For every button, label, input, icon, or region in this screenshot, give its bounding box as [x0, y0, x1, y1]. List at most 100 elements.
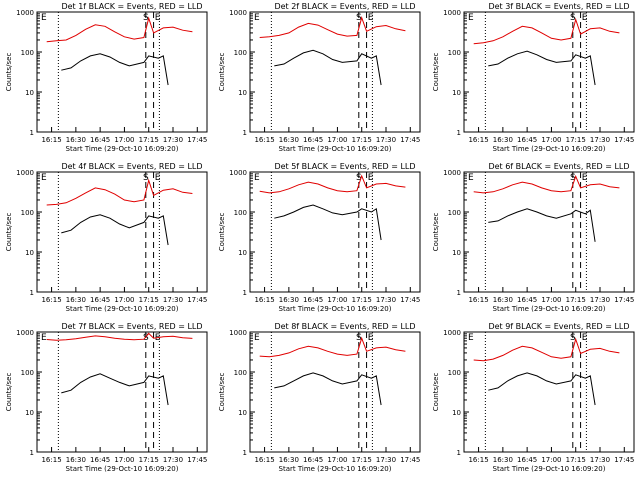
series-line-events [61, 214, 169, 246]
y-tick-label: 100 [21, 369, 34, 377]
x-tick-label: 17:15 [352, 456, 372, 464]
y-tick-label: 10 [238, 409, 247, 417]
series-line-lld [259, 336, 406, 358]
chart-title: Det 2f BLACK = Events, RED = LLD [274, 2, 415, 11]
x-tick-label: 16:30 [66, 456, 86, 464]
marker-e-label: E [582, 173, 588, 183]
y-tick-label: 10 [452, 249, 461, 257]
x-tick-label: 17:30 [590, 136, 610, 144]
chart-panel-7: Det 7f BLACK = Events, RED = LLD 1 10 100 10… [5, 322, 208, 473]
x-tick-label: 17:15 [352, 136, 372, 144]
plot-frame [463, 171, 635, 293]
x-axis-label: Start Time (29-Oct-10 16:09:20) [493, 145, 606, 153]
corner-e-label: E [468, 173, 474, 183]
y-tick-label: 1000 [16, 329, 34, 337]
y-tick-label: 100 [448, 369, 461, 377]
series-line-events [61, 373, 169, 406]
x-axis-label: Start Time (29-Oct-10 16:09:20) [279, 465, 392, 473]
x-tick-label: 17:45 [187, 136, 207, 144]
chart-title: Det 8f BLACK = Events, RED = LLD [274, 322, 415, 331]
y-axis-label: Counts/sec [218, 53, 226, 92]
x-tick-label: 17:30 [376, 136, 396, 144]
chart-panel-9: Det 9f BLACK = Events, RED = LLD 1 10 100 10… [432, 322, 635, 473]
x-tick-label: 16:15 [468, 136, 488, 144]
y-tick-label: 10 [238, 249, 247, 257]
x-tick-label: 17:30 [590, 456, 610, 464]
chart-title: Det 6f BLACK = Events, RED = LLD [488, 162, 629, 171]
x-axis-label: Start Time (29-Oct-10 16:09:20) [493, 465, 606, 473]
x-tick-label: 17:00 [327, 456, 347, 464]
x-tick-label: 17:00 [327, 296, 347, 304]
x-tick-label: 17:45 [187, 456, 207, 464]
y-axis-label: Counts/sec [218, 213, 226, 252]
x-tick-label: 16:30 [493, 296, 513, 304]
x-axis-label: Start Time (29-Oct-10 16:09:20) [66, 305, 179, 313]
x-tick-label: 17:30 [590, 296, 610, 304]
plot-frame [249, 11, 421, 133]
x-tick-label: 17:00 [327, 136, 347, 144]
y-axis-label: Counts/sec [218, 373, 226, 412]
x-tick-label: 16:45 [517, 456, 537, 464]
x-tick-label: 16:15 [254, 136, 274, 144]
plot-frame [36, 331, 208, 453]
x-tick-label: 16:30 [279, 136, 299, 144]
x-tick-label: 16:30 [66, 136, 86, 144]
y-tick-label: 1 [457, 449, 461, 457]
x-tick-label: 16:45 [303, 296, 323, 304]
x-tick-label: 17:15 [352, 296, 372, 304]
series-line-lld [46, 16, 193, 43]
series-line-lld [46, 178, 193, 206]
x-tick-label: 17:00 [114, 456, 134, 464]
marker-s-label: S [356, 13, 362, 23]
x-tick-label: 16:30 [66, 296, 86, 304]
y-tick-label: 10 [452, 89, 461, 97]
chart-panel-4: Det 4f BLACK = Events, RED = LLD 1 10 100 10… [5, 162, 208, 313]
y-tick-label: 10 [452, 409, 461, 417]
marker-e-label: E [582, 333, 588, 343]
x-tick-label: 16:15 [254, 296, 274, 304]
y-tick-label: 100 [234, 209, 247, 217]
x-tick-label: 17:00 [541, 136, 561, 144]
y-tick-label: 100 [234, 369, 247, 377]
y-axis-label: Counts/sec [432, 53, 440, 92]
chart-panel-6: Det 6f BLACK = Events, RED = LLD 1 10 100 10… [432, 162, 635, 313]
corner-e-label: E [41, 13, 47, 23]
y-axis-label: Counts/sec [5, 53, 13, 92]
chart-title: Det 7f BLACK = Events, RED = LLD [61, 322, 202, 331]
x-tick-label: 16:30 [279, 456, 299, 464]
corner-e-label: E [41, 333, 47, 343]
y-tick-label: 1000 [229, 169, 247, 177]
x-tick-label: 16:15 [41, 136, 61, 144]
series-line-events [488, 208, 596, 242]
x-tick-label: 17:30 [163, 456, 183, 464]
y-tick-label: 1 [457, 129, 461, 137]
x-tick-label: 16:15 [468, 456, 488, 464]
marker-e-label: E [368, 13, 374, 23]
y-axis-label: Counts/sec [432, 213, 440, 252]
y-tick-label: 1000 [16, 9, 34, 17]
plot-frame [36, 171, 208, 293]
x-tick-label: 17:45 [400, 296, 420, 304]
x-tick-label: 16:45 [303, 456, 323, 464]
x-tick-label: 17:00 [114, 136, 134, 144]
marker-s-label: S [143, 173, 149, 183]
marker-s-label: S [143, 333, 149, 343]
y-tick-label: 100 [448, 49, 461, 57]
corner-e-label: E [468, 333, 474, 343]
series-line-events [274, 204, 382, 241]
x-tick-label: 17:30 [163, 296, 183, 304]
plot-frame [463, 11, 635, 133]
y-tick-label: 10 [25, 409, 34, 417]
series-line-lld [259, 16, 406, 38]
x-axis-label: Start Time (29-Oct-10 16:09:20) [279, 145, 392, 153]
x-tick-label: 17:15 [139, 296, 159, 304]
x-tick-label: 17:45 [400, 456, 420, 464]
y-tick-label: 10 [25, 249, 34, 257]
series-line-events [488, 372, 596, 406]
y-tick-label: 1 [457, 289, 461, 297]
x-tick-label: 16:45 [517, 296, 537, 304]
x-tick-label: 16:30 [493, 456, 513, 464]
y-tick-label: 1 [30, 289, 34, 297]
series-line-events [274, 372, 382, 406]
